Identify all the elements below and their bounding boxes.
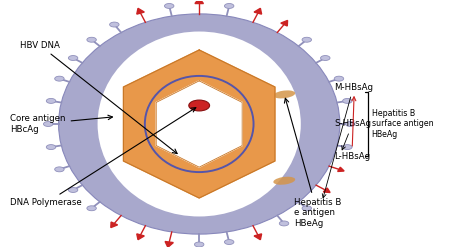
Ellipse shape: [273, 177, 295, 185]
Polygon shape: [156, 81, 242, 167]
Circle shape: [334, 76, 344, 81]
Polygon shape: [337, 167, 344, 171]
Circle shape: [55, 76, 64, 81]
Circle shape: [46, 98, 56, 103]
Circle shape: [164, 3, 174, 8]
Ellipse shape: [59, 14, 340, 234]
Circle shape: [302, 206, 311, 211]
Polygon shape: [195, 0, 203, 3]
Circle shape: [55, 167, 64, 172]
Polygon shape: [137, 234, 144, 240]
Circle shape: [46, 145, 56, 150]
Polygon shape: [254, 234, 262, 240]
Circle shape: [279, 221, 289, 226]
Polygon shape: [281, 20, 288, 26]
Circle shape: [87, 37, 96, 42]
Circle shape: [109, 22, 119, 27]
Circle shape: [346, 122, 355, 126]
Circle shape: [44, 122, 53, 126]
Circle shape: [189, 100, 210, 111]
Text: Hepatitis B
surface antigen
HBeAg: Hepatitis B surface antigen HBeAg: [372, 109, 433, 139]
Circle shape: [343, 98, 352, 103]
Polygon shape: [123, 50, 275, 198]
Polygon shape: [323, 188, 330, 192]
Text: Core antigen
HBcAg: Core antigen HBcAg: [10, 114, 112, 134]
Text: DNA Polymerase: DNA Polymerase: [10, 108, 196, 207]
Circle shape: [320, 56, 330, 61]
Polygon shape: [254, 8, 262, 14]
Ellipse shape: [98, 31, 301, 217]
Circle shape: [87, 206, 96, 211]
Polygon shape: [165, 242, 173, 247]
Circle shape: [225, 240, 234, 245]
Text: L-HBsAg: L-HBsAg: [334, 97, 370, 160]
Ellipse shape: [164, 71, 186, 79]
Circle shape: [302, 37, 311, 42]
Text: Hepatitis B
e antigen
HBeAg: Hepatitis B e antigen HBeAg: [284, 98, 341, 228]
Circle shape: [194, 242, 204, 247]
Text: HBV DNA: HBV DNA: [19, 41, 177, 154]
Text: M-HBsAg: M-HBsAg: [322, 83, 373, 198]
Circle shape: [225, 3, 234, 8]
Circle shape: [343, 145, 352, 150]
Circle shape: [68, 187, 78, 192]
Polygon shape: [137, 8, 144, 14]
Circle shape: [68, 56, 78, 61]
Ellipse shape: [273, 90, 295, 98]
Text: S-HBsAg: S-HBsAg: [334, 120, 371, 150]
Polygon shape: [111, 222, 118, 228]
